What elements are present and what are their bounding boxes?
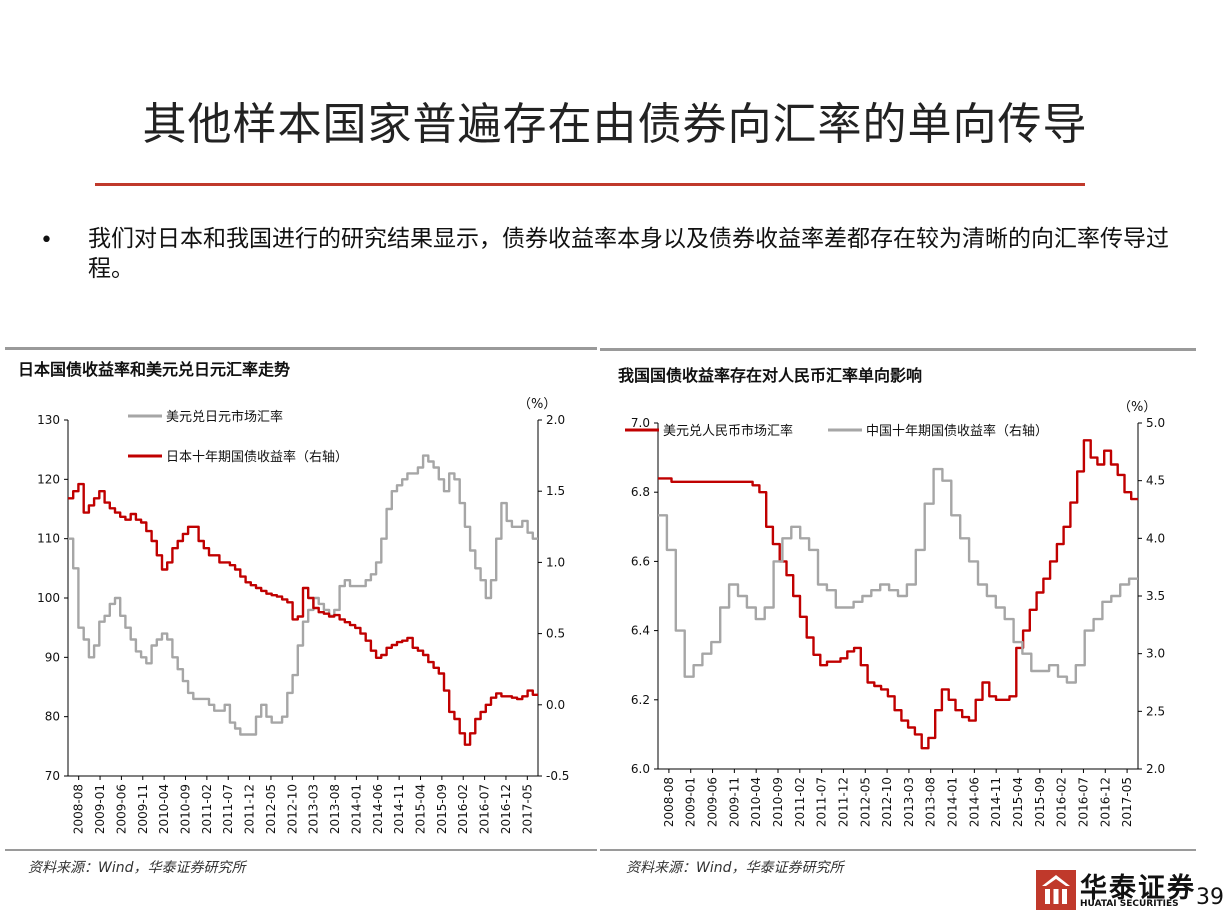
x-tick-label: 2013-03: [902, 777, 916, 827]
x-tick-label: 2009-06: [114, 784, 128, 834]
x-tick-label: 2017-05: [520, 784, 534, 834]
x-tick-label: 2011-07: [221, 784, 235, 834]
right-y-tick-label: 4.5: [1146, 474, 1165, 488]
x-tick-label: 2010-09: [771, 777, 785, 827]
right-chart-source: 资料来源：Wind，华泰证券研究所: [626, 860, 844, 876]
right-y-tick-label: 1.5: [546, 484, 565, 498]
x-tick-label: 2008-08: [662, 777, 676, 827]
slide-title: 其他样本国家普遍存在由债券向汇率的单向传导: [142, 99, 1088, 150]
left-y-tick-label: 110: [37, 532, 60, 546]
left-y-tick-label: 80: [45, 710, 60, 724]
left-y-tick-label: 6.4: [631, 624, 650, 638]
left-chart: 70 80 90 100 110 120 130 -0.5 0.0 0.5 1.0 1.5 2.0（%）…: [37, 397, 569, 834]
right-y-tick-label: 0.0: [546, 698, 565, 712]
right-chart-title: 我国国债收益率存在对人民币汇率单向影响: [618, 366, 923, 385]
left-y-tick-label: 130: [37, 413, 60, 427]
left-panel-bottom-rule: [5, 849, 597, 851]
x-tick-label: 2016-07: [478, 784, 492, 834]
x-tick-label: 2013-03: [307, 784, 321, 834]
x-tick-label: 2017-05: [1120, 777, 1134, 827]
left-y-tick-label: 7.0: [631, 416, 650, 430]
x-tick-label: 2011-02: [200, 784, 214, 834]
left-y-tick-label: 90: [45, 650, 60, 664]
x-tick-label: 2011-12: [243, 784, 257, 834]
x-tick-label: 2009-11: [136, 784, 150, 834]
logo-name: 华泰证券: [1080, 873, 1196, 904]
right-y-tick-label: 2.0: [546, 413, 565, 427]
left-y-tick-label: 120: [37, 472, 60, 486]
x-tick-label: 2016-12: [499, 784, 513, 834]
x-tick-label: 2013-08: [924, 777, 938, 827]
x-tick-label: 2014-01: [349, 784, 363, 834]
bullet-text: 我们对日本和我国进行的研究结果显示，债券收益率本身以及债券收益率差都存在较为清晰…: [88, 226, 1169, 282]
series-line-2: [658, 467, 1138, 684]
left-y-tick-label: 100: [37, 591, 60, 605]
left-y-tick-label: 6.6: [631, 554, 650, 568]
left-y-tick-label: 6.2: [631, 693, 650, 707]
series-line-2: [68, 482, 538, 746]
left-chart-source: 资料来源：Wind，华泰证券研究所: [28, 860, 246, 876]
x-tick-label: 2009-01: [93, 784, 107, 834]
right-y-tick-label: 0.5: [546, 627, 565, 641]
x-tick-label: 2013-08: [328, 784, 342, 834]
x-tick-label: 2011-02: [793, 777, 807, 827]
x-tick-label: 2016-07: [1076, 777, 1090, 827]
x-tick-label: 2014-06: [967, 777, 981, 827]
legend-label-2: 中国十年期国债收益率（右轴）: [866, 423, 1048, 439]
huatai-logo-icon: [1036, 870, 1076, 910]
right-y-tick-label: -0.5: [546, 769, 569, 783]
left-y-tick-label: 6.8: [631, 485, 650, 499]
series-line-1: [658, 439, 1138, 750]
x-tick-label: 2012-05: [264, 784, 278, 834]
x-tick-label: 2012-10: [285, 784, 299, 834]
x-tick-label: 2012-05: [858, 777, 872, 827]
x-tick-label: 2014-11: [392, 784, 406, 834]
x-tick-label: 2016-02: [1055, 777, 1069, 827]
right-panel-bottom-rule: [600, 849, 1196, 851]
x-tick-label: 2015-09: [435, 784, 449, 834]
right-y-tick-label: 4.0: [1146, 531, 1165, 545]
right-chart: 6.0 6.2 6.4 6.6 6.8 7.0 2.0 2.5 3.0 3.5 4.0 4.5 5.0（…: [625, 400, 1165, 827]
x-tick-label: 2016-02: [456, 784, 470, 834]
x-tick-label: 2009-01: [684, 777, 698, 827]
title-underline: [95, 183, 1085, 186]
left-chart-title: 日本国债收益率和美元兑日元汇率走势: [18, 360, 291, 379]
x-tick-label: 2011-07: [815, 777, 829, 827]
x-tick-label: 2010-04: [749, 777, 763, 827]
legend-label-1: 美元兑日元市场汇率: [166, 409, 283, 425]
legend-label-2: 日本十年期国债收益率（右轴）: [166, 449, 348, 465]
legend-label-1: 美元兑人民币市场汇率: [663, 423, 793, 439]
x-tick-label: 2010-04: [157, 784, 171, 834]
right-y-tick-label: 2.5: [1146, 704, 1165, 718]
x-tick-label: 2009-11: [727, 777, 741, 827]
x-tick-label: 2014-01: [946, 777, 960, 827]
left-y-tick-label: 70: [45, 769, 60, 783]
right-y-tick-label: 5.0: [1146, 416, 1165, 430]
series-line-1: [68, 454, 538, 736]
left-y-tick-label: 6.0: [631, 762, 650, 776]
page-number: 39: [1196, 885, 1224, 910]
x-tick-label: 2015-09: [1033, 777, 1047, 827]
x-tick-label: 2008-08: [72, 784, 86, 834]
x-tick-label: 2016-12: [1098, 777, 1112, 827]
right-y-tick-label: 2.0: [1146, 762, 1165, 776]
right-axis-unit: （%）: [518, 397, 556, 412]
right-y-tick-label: 3.5: [1146, 589, 1165, 603]
logo-subtitle: HUATAI SECURITIES: [1080, 899, 1179, 909]
x-tick-label: 2014-11: [989, 777, 1003, 827]
right-axis-unit: （%）: [1118, 400, 1156, 415]
x-tick-label: 2014-06: [371, 784, 385, 834]
x-tick-label: 2010-09: [179, 784, 193, 834]
bullet-marker: •: [40, 228, 53, 253]
right-y-tick-label: 1.0: [546, 555, 565, 569]
right-y-tick-label: 3.0: [1146, 647, 1165, 661]
left-panel-top-rule: [5, 347, 597, 350]
x-tick-label: 2015-04: [414, 784, 428, 834]
x-tick-label: 2015-04: [1011, 777, 1025, 827]
x-tick-label: 2012-10: [880, 777, 894, 827]
right-panel-top-rule: [600, 348, 1196, 351]
x-tick-label: 2011-12: [836, 777, 850, 827]
x-tick-label: 2009-06: [706, 777, 720, 827]
